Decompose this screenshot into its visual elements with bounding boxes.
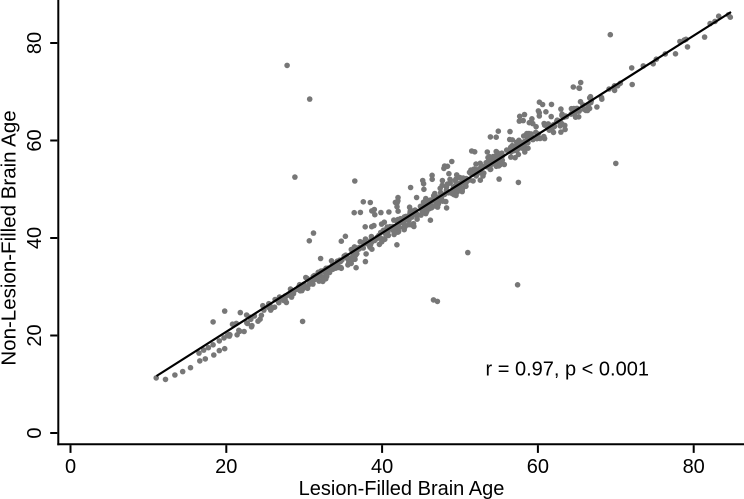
svg-text:20: 20 [24,324,46,346]
svg-text:60: 60 [24,129,46,151]
svg-text:60: 60 [527,456,549,478]
svg-text:Non-Lesion-Filled Brain Age: Non-Lesion-Filled Brain Age [0,110,21,365]
svg-text:80: 80 [683,456,705,478]
svg-text:0: 0 [24,427,46,438]
svg-text:80: 80 [24,32,46,54]
svg-text:40: 40 [24,227,46,249]
svg-text:40: 40 [371,456,393,478]
svg-text:0: 0 [65,456,76,478]
svg-text:Lesion-Filled Brain Age: Lesion-Filled Brain Age [299,478,505,499]
svg-text:20: 20 [215,456,237,478]
svg-text:r = 0.97, p < 0.001: r = 0.97, p < 0.001 [486,358,649,380]
